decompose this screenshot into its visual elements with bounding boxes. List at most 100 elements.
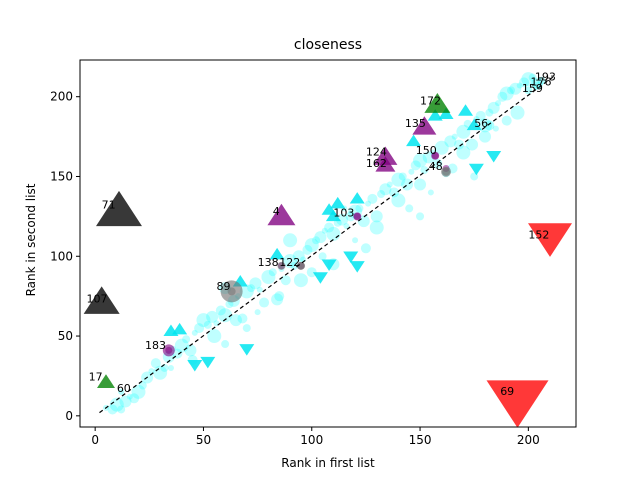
data-point-triangle-down — [468, 163, 484, 176]
data-point-marker-89 — [220, 280, 243, 303]
data-point-circle — [138, 381, 147, 390]
data-point-circle — [237, 313, 248, 324]
data-point-circle — [256, 286, 263, 293]
annotation-label: 172 — [420, 95, 441, 108]
data-point-circle — [109, 397, 124, 412]
y-tick-label: 0 — [65, 409, 73, 423]
data-point-circle — [182, 335, 191, 344]
data-point-triangle-down — [321, 259, 337, 271]
data-point-circle — [259, 297, 270, 308]
data-point-triangle-up — [458, 104, 474, 116]
data-point-circle — [167, 364, 174, 371]
data-point-marker-60 — [118, 388, 125, 395]
x-tick-label: 50 — [196, 433, 211, 447]
data-point-circle — [261, 270, 276, 285]
data-point-triangle-up — [427, 109, 443, 121]
data-point-circle — [434, 140, 449, 155]
data-point-circle — [306, 267, 317, 278]
data-point-triangle-down — [349, 261, 365, 273]
data-point-circle — [454, 139, 465, 150]
data-point-marker-103 — [353, 212, 362, 221]
data-point-triangle-up — [325, 209, 341, 222]
data-point-circle — [191, 329, 198, 336]
data-point-marker-152 — [528, 223, 573, 257]
data-point-circle — [326, 226, 341, 241]
data-point-circle — [242, 324, 251, 333]
data-point-marker-56 — [484, 120, 495, 131]
data-point-circle — [153, 365, 168, 380]
data-point-circle — [268, 268, 277, 277]
data-point-circle — [510, 105, 525, 120]
data-point-circle — [478, 118, 493, 133]
data-point-circle — [521, 72, 536, 87]
x-tick-label: 200 — [517, 433, 540, 447]
data-point-circle — [360, 243, 371, 254]
data-point-circle — [479, 130, 492, 143]
data-point-marker-69 — [486, 380, 549, 428]
data-point-circle — [271, 293, 284, 306]
data-point-circle — [107, 404, 118, 415]
annotation-label: 135 — [405, 117, 426, 130]
annotation-label: 71 — [102, 198, 116, 211]
x-tick-label: 100 — [300, 433, 323, 447]
data-point-circle — [516, 82, 523, 89]
data-point-marker-193 — [537, 76, 546, 85]
annotation-label: 89 — [216, 280, 230, 293]
data-point-marker-48 — [441, 166, 452, 177]
data-point-triangle-up — [349, 192, 365, 204]
y-tick-label: 50 — [58, 329, 73, 343]
data-point-circle — [391, 172, 406, 187]
diagonal-reference-line — [99, 75, 555, 414]
data-point-circle — [324, 222, 335, 233]
data-point-marker-162 — [375, 156, 396, 172]
data-point-circle — [408, 168, 415, 175]
data-point-circle — [355, 204, 364, 213]
data-point-circle — [229, 314, 242, 327]
data-point-circle — [302, 244, 313, 255]
data-point-circle — [456, 124, 471, 139]
data-point-circle — [492, 125, 499, 132]
data-point-circle — [389, 187, 400, 198]
data-point-circle — [336, 213, 349, 226]
data-point-marker-17 — [96, 374, 115, 388]
data-point-triangle-down — [312, 272, 328, 284]
annotation-label: 152 — [528, 229, 549, 242]
data-point-circle — [485, 108, 494, 117]
y-axis-label: Rank in second list — [24, 183, 38, 296]
data-point-circle — [117, 405, 126, 414]
data-point-circle — [292, 250, 305, 263]
data-point-circle — [495, 100, 502, 107]
data-point-circle — [401, 178, 414, 191]
data-point-triangle-up — [438, 107, 454, 119]
data-point-circle — [283, 254, 298, 269]
data-point-circle — [206, 310, 219, 323]
data-point-circle — [213, 320, 220, 327]
x-tick-label: 150 — [409, 433, 432, 447]
data-point-triangle-down — [239, 344, 255, 356]
data-point-circle — [321, 227, 328, 234]
data-point-marker-183 — [162, 344, 175, 357]
annotation-label: 4 — [273, 205, 280, 218]
data-point-marker-107 — [83, 286, 120, 314]
annotation-label: 159 — [522, 82, 543, 95]
annotation-label: 122 — [279, 256, 300, 269]
chart-title: closeness — [294, 37, 362, 53]
data-point-marker-122 — [296, 261, 305, 270]
data-point-circle — [519, 77, 530, 88]
data-point-circle — [370, 210, 383, 223]
data-point-circle — [501, 115, 512, 126]
data-point-circle — [475, 110, 486, 121]
data-point-circle — [304, 238, 319, 253]
x-tick-label: 0 — [91, 433, 99, 447]
data-point-circle — [405, 204, 414, 213]
data-point-circle — [369, 220, 384, 235]
data-point-circle — [507, 86, 516, 95]
data-point-marker-172 — [424, 92, 451, 113]
data-point-circle — [398, 172, 407, 181]
data-point-triangle-down — [343, 251, 359, 264]
data-point-circle — [487, 101, 500, 114]
data-point-circle — [528, 73, 537, 82]
annotation-label: 103 — [333, 206, 354, 219]
data-point-circle — [126, 393, 133, 400]
